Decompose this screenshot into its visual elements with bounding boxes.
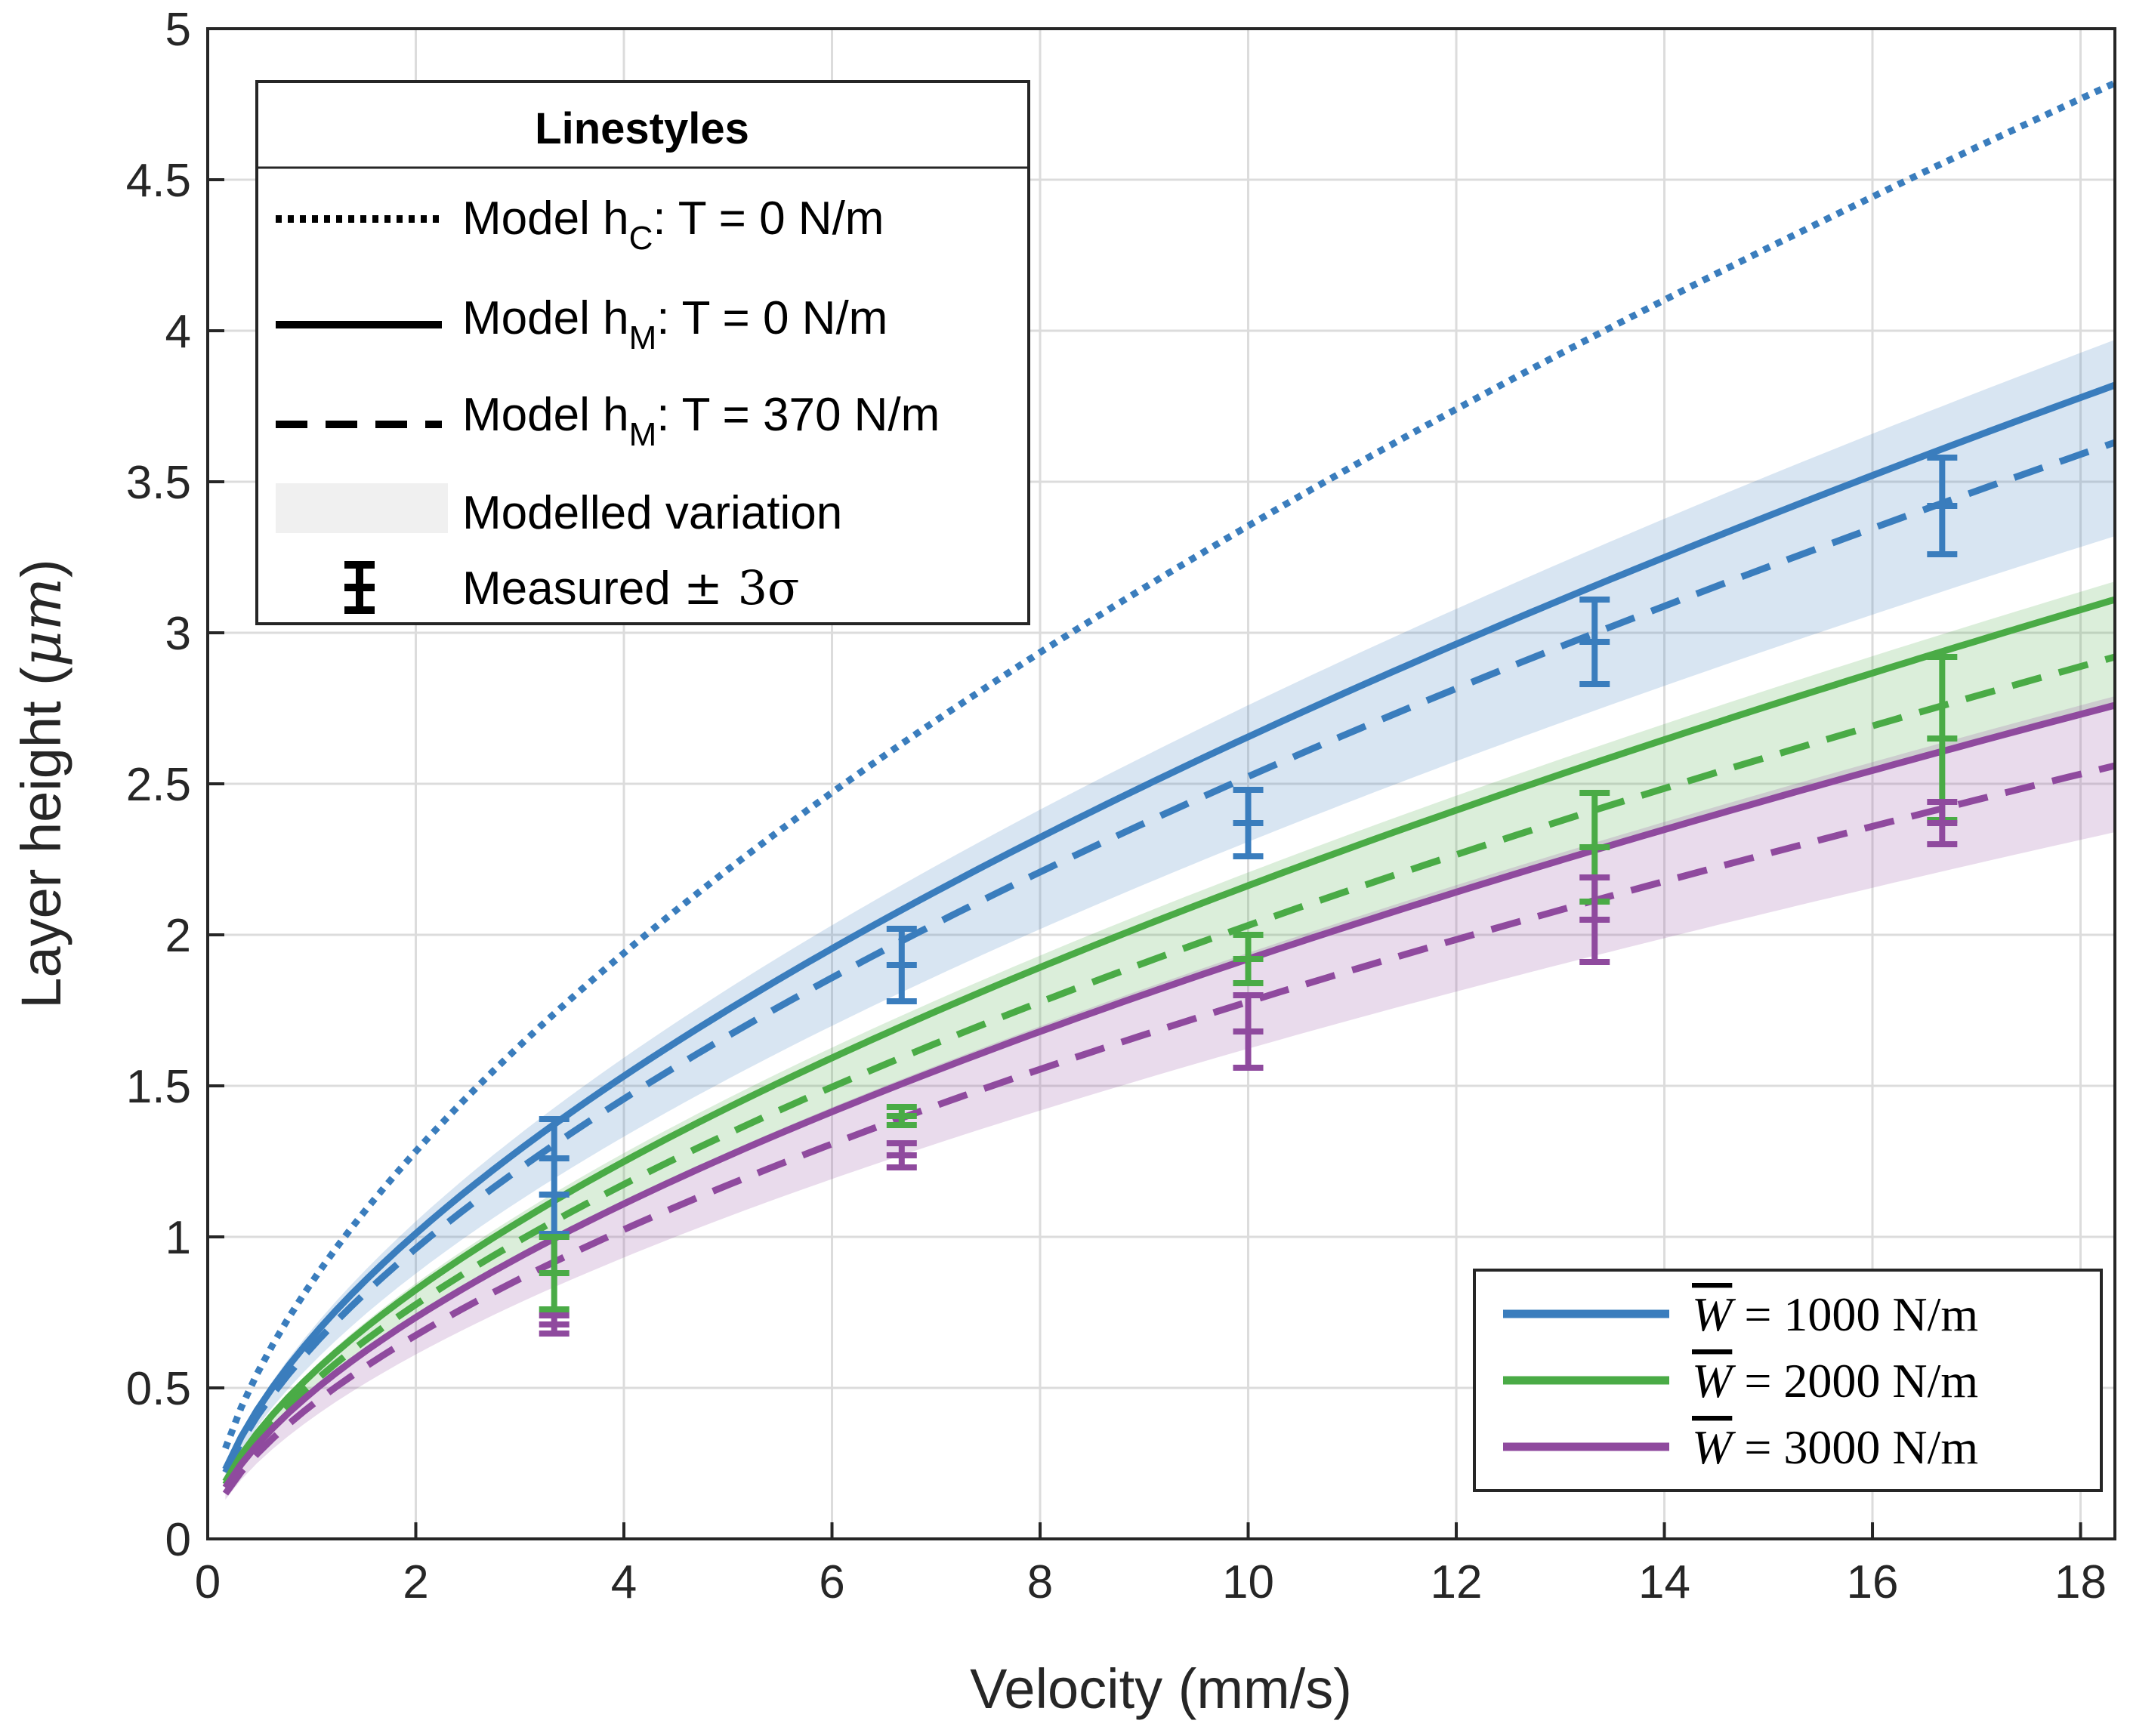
axis-ticks: 0 2 4 6 8 10 12 14 16 18 0 0.5 1 1.5 2 2.5 3 3.5 4 4.5 5 bbox=[126, 4, 2107, 1608]
measured-error-bar bbox=[1927, 799, 1958, 847]
measured-error-bar bbox=[886, 1104, 917, 1128]
y-tick-label: 4.5 bbox=[126, 155, 191, 207]
y-tick-label: 1.5 bbox=[126, 1061, 191, 1113]
measured-error-bar bbox=[1233, 787, 1264, 859]
variation-bands bbox=[225, 340, 2116, 1500]
x-tick-label: 4 bbox=[611, 1556, 637, 1608]
series-legend: W = 1000 N/m W = 2000 N/m W = 3000 N/m bbox=[1473, 1269, 2103, 1492]
legend-item-hc: Model hC: T = 0 N/m bbox=[462, 193, 884, 257]
legend-item-hm-t370: Model hM: T = 370 N/m bbox=[462, 389, 940, 453]
y-axis-label-close: ) bbox=[10, 559, 73, 578]
measured-error-bar bbox=[886, 1140, 917, 1170]
measured-error-bar bbox=[1579, 597, 1610, 687]
x-axis-label: Velocity (mm/s) bbox=[970, 1657, 1352, 1720]
model-hm-t0-solid-line bbox=[222, 596, 2116, 1484]
x-tick-label: 2 bbox=[403, 1556, 428, 1608]
model-hm-t370-dashed-line bbox=[222, 653, 2116, 1487]
x-tick-label: 8 bbox=[1027, 1556, 1053, 1608]
model-hm-t370-dashed-line bbox=[222, 439, 2116, 1475]
measured-error-bar bbox=[886, 926, 917, 1004]
measured-error-bar bbox=[1233, 932, 1264, 986]
measured-error-bar bbox=[1579, 874, 1610, 965]
y-tick-label: 1 bbox=[165, 1212, 191, 1264]
y-tick-label: 5 bbox=[165, 4, 191, 56]
x-tick-label: 16 bbox=[1847, 1556, 1899, 1608]
y-tick-label: 0.5 bbox=[126, 1363, 191, 1415]
model-hm-t370-dashed-line bbox=[222, 762, 2116, 1496]
y-tick-label: 2 bbox=[165, 910, 191, 962]
x-tick-label: 10 bbox=[1222, 1556, 1274, 1608]
legend-item-hm-t0: Model hM: T = 0 N/m bbox=[462, 292, 888, 356]
y-axis-label-unit: μm bbox=[9, 578, 74, 667]
y-tick-label: 2.5 bbox=[126, 759, 191, 811]
y-axis-label-main: Layer height ( bbox=[10, 667, 73, 1009]
model-hc-dotted-line bbox=[222, 79, 2116, 1450]
x-tick-label: 6 bbox=[819, 1556, 844, 1608]
variation-band bbox=[225, 581, 2116, 1491]
variation-band bbox=[225, 340, 2116, 1479]
legend-errorbar-swatch bbox=[344, 561, 375, 614]
legend-band-swatch bbox=[276, 483, 448, 533]
model-hm-t0-solid-line bbox=[222, 381, 2116, 1471]
measured-error-bar bbox=[539, 1234, 570, 1312]
y-tick-label: 0 bbox=[165, 1514, 191, 1566]
y-tick-label: 4 bbox=[165, 306, 191, 358]
measured-error-bars bbox=[539, 455, 1958, 1337]
series-legend-label-2000: W = 2000 N/m bbox=[1692, 1354, 1978, 1408]
linestyle-legend-title: Linestyles bbox=[535, 104, 749, 153]
x-tick-label: 18 bbox=[2054, 1556, 2107, 1608]
x-tick-label: 0 bbox=[195, 1556, 221, 1608]
linestyle-legend: Linestyles Model hC: T = 0 N/m Model hM:… bbox=[255, 80, 1030, 625]
measured-error-bar bbox=[539, 1312, 570, 1337]
measured-error-bar bbox=[1233, 992, 1264, 1071]
x-tick-label: 14 bbox=[1638, 1556, 1690, 1608]
linestyle-legend-box bbox=[255, 80, 1030, 625]
model-curves bbox=[222, 79, 2116, 1496]
y-tick-label: 3 bbox=[165, 608, 191, 660]
variation-band bbox=[225, 696, 2116, 1500]
series-legend-label-1000: W = 1000 N/m bbox=[1692, 1287, 1978, 1341]
series-legend-label-3000: W = 3000 N/m bbox=[1692, 1420, 1978, 1474]
y-tick-label: 3.5 bbox=[126, 457, 191, 509]
x-tick-label: 12 bbox=[1431, 1556, 1483, 1608]
y-axis-label: Layer height (μm) bbox=[9, 559, 74, 1008]
legend-item-measured: Measured ± 3σ bbox=[462, 560, 799, 615]
legend-item-variation: Modelled variation bbox=[462, 487, 842, 539]
model-hm-t0-solid-line bbox=[222, 701, 2116, 1490]
measured-error-bar bbox=[1927, 455, 1958, 557]
